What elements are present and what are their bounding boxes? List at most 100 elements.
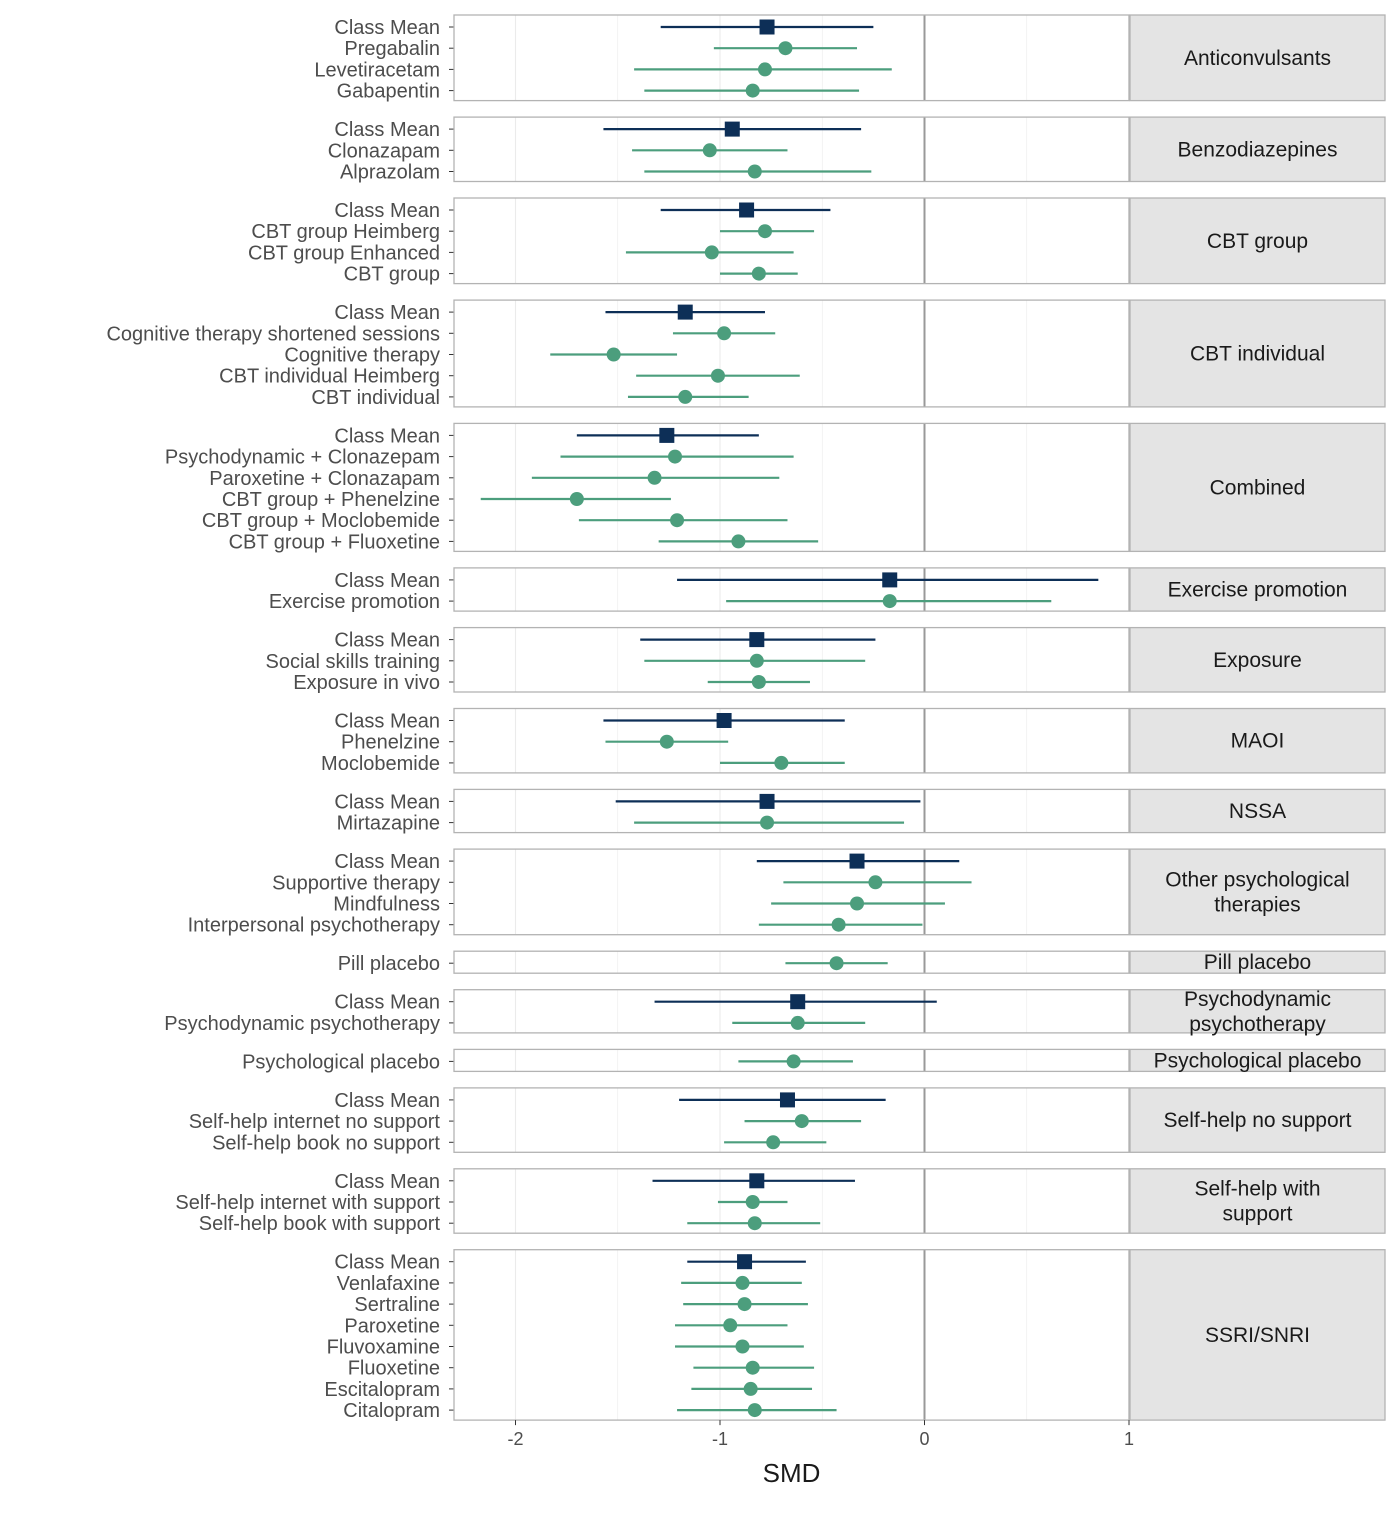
point-estimate: [606, 347, 621, 362]
facet-strip: [1129, 788, 1386, 834]
facet-strip-label: Combined: [1210, 476, 1306, 499]
class-mean-row: Class Mean: [334, 791, 921, 813]
intervention-row: Venlafaxine: [337, 1273, 802, 1295]
x-tick-label: -2: [507, 1429, 523, 1449]
row-label: Fluvoxamine: [327, 1337, 440, 1359]
class-mean-marker: [739, 202, 755, 218]
intervention-row: Alprazolam: [340, 162, 872, 184]
intervention-row: Psychological placebo: [242, 1051, 853, 1073]
intervention-row: Sertraline: [354, 1294, 808, 1316]
point-estimate: [737, 1297, 752, 1312]
intervention-row: Fluoxetine: [348, 1358, 815, 1380]
intervention-row: Interpersonal psychotherapy: [188, 915, 923, 937]
panel-border: [453, 707, 1130, 774]
row-label: Pill placebo: [338, 953, 440, 975]
intervention-row: Citalopram: [343, 1400, 837, 1422]
facet-strip: [1129, 1168, 1386, 1234]
intervention-row: Social skills training: [265, 651, 866, 673]
row-label: Cognitive therapy: [284, 345, 440, 367]
row-label: CBT individual Heimberg: [219, 366, 440, 388]
panel-border: [453, 299, 1130, 408]
panel-border: [453, 1168, 1130, 1234]
panel-border: [453, 989, 1130, 1034]
point-estimate: [745, 1360, 760, 1375]
intervention-row: Escitalopram: [324, 1379, 813, 1401]
row-label: CBT group Enhanced: [248, 242, 440, 264]
row-label: Mirtazapine: [337, 813, 440, 835]
point-estimate: [745, 83, 760, 98]
row-label: Self-help internet with support: [175, 1192, 440, 1214]
class-mean-row: Class Mean: [334, 119, 862, 141]
panel-background: [454, 423, 1129, 552]
class-mean-marker: [759, 19, 775, 35]
row-label: Class Mean: [334, 851, 440, 873]
panel-border: [453, 1048, 1130, 1073]
row-label: Alprazolam: [340, 162, 440, 184]
class-mean-row: Class Mean: [334, 711, 845, 733]
row-label: CBT group + Moclobemide: [202, 510, 440, 532]
point-estimate: [751, 675, 766, 689]
row-label: Venlafaxine: [337, 1273, 440, 1295]
facet-strip: [1129, 950, 1386, 974]
intervention-row: Paroxetine + Clonazapam: [209, 468, 780, 490]
row-label: Psychodynamic + Clonazepam: [165, 447, 440, 469]
class-mean-marker: [659, 427, 675, 443]
point-estimate: [774, 755, 789, 770]
intervention-row: Exercise promotion: [269, 591, 1052, 613]
facet-strip: [1129, 1249, 1386, 1421]
row-label: Fluoxetine: [348, 1358, 440, 1380]
panels: Class MeanPregabalinLevetiracetamGabapen…: [106, 14, 1386, 1422]
class-mean-row: Class Mean: [334, 630, 876, 652]
x-tick-label: -1: [712, 1429, 728, 1449]
row-label: Class Mean: [334, 992, 440, 1014]
intervention-row: CBT group + Phenelzine: [222, 489, 671, 511]
panel-border: [453, 197, 1130, 285]
intervention-row: Exposure in vivo: [293, 672, 810, 694]
x-axis: -2 -1 0 1: [507, 1420, 1134, 1449]
facet-strip: [1129, 567, 1386, 612]
point-estimate: [747, 164, 762, 179]
class-mean-row: Class Mean: [334, 425, 759, 447]
point-estimate: [751, 266, 766, 281]
intervention-row: Fluvoxamine: [327, 1337, 804, 1359]
row-label: Class Mean: [334, 17, 440, 39]
point-estimate: [569, 492, 584, 506]
row-label: Phenelzine: [341, 732, 440, 754]
point-estimate: [794, 1114, 809, 1129]
facet-strip-label: SSRI/SNRI: [1205, 1324, 1310, 1347]
facet-strip-label: MAOI: [1231, 730, 1285, 753]
panel-border: [453, 848, 1130, 936]
x-axis-title: SMD: [763, 1458, 821, 1488]
row-label: CBT group: [344, 264, 440, 286]
intervention-row: Cognitive therapy shortened sessions: [106, 323, 776, 345]
intervention-row: Self-help book no support: [212, 1132, 827, 1154]
class-mean-row: Class Mean: [334, 17, 874, 39]
class-mean-marker: [779, 1092, 795, 1108]
point-estimate: [659, 734, 674, 749]
panel-background: [454, 567, 1129, 612]
class-mean-marker: [749, 632, 765, 648]
intervention-row: CBT individual Heimberg: [219, 366, 800, 388]
point-estimate: [743, 1381, 758, 1396]
point-estimate: [757, 62, 772, 77]
row-label: Self-help book with support: [199, 1213, 441, 1235]
x-tick-label: 0: [919, 1429, 929, 1449]
x-tick-label: 1: [1124, 1429, 1134, 1449]
facet-strip-label: Psychodynamic psychotherapy: [1184, 988, 1331, 1036]
point-estimate: [723, 1318, 738, 1333]
facet-strip: [1129, 14, 1386, 102]
point-estimate: [702, 143, 717, 158]
row-label: CBT individual: [311, 387, 440, 409]
intervention-row: CBT group: [344, 264, 798, 286]
panel-10: Pill placebo Pill placebo: [338, 950, 1386, 975]
intervention-row: CBT group Enhanced: [248, 242, 794, 264]
intervention-row: Clonazapam: [328, 140, 788, 162]
facet-strip: [1129, 1087, 1386, 1153]
facet-strip-label: Exercise promotion: [1168, 579, 1348, 602]
point-estimate: [717, 326, 732, 341]
class-mean-marker: [737, 1254, 753, 1270]
point-estimate: [745, 1195, 760, 1209]
row-label: Class Mean: [334, 570, 440, 592]
